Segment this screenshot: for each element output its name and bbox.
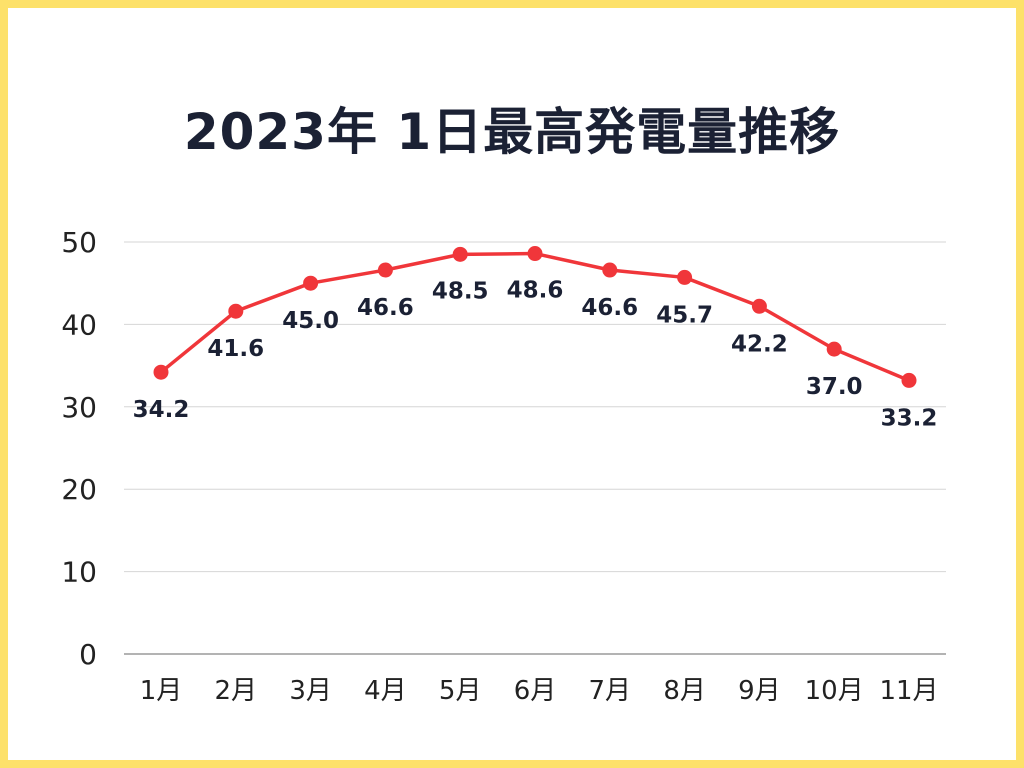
data-point [377,262,393,278]
x-tick-label: 3月 [289,676,332,706]
data-point [527,246,543,262]
x-tick-label: 6月 [514,676,557,706]
y-tick-label: 50 [61,226,97,259]
data-label: 33.2 [881,405,938,431]
data-point [677,269,693,285]
x-tick-label: 7月 [589,676,632,706]
y-tick-label: 30 [61,391,97,424]
data-label: 45.7 [656,302,713,328]
data-label: 34.2 [133,397,190,423]
data-label: 41.6 [207,336,264,362]
data-label: 45.0 [282,308,339,334]
x-tick-label: 5月 [439,676,482,706]
chart-title: 2023年 1日最高発電量推移 [183,103,841,161]
data-point [901,372,917,388]
data-label: 46.6 [581,295,638,321]
data-point [228,303,244,319]
data-point [751,298,767,314]
series-line [159,251,910,383]
data-point [826,341,842,357]
y-tick-label: 40 [61,308,97,341]
data-label: 46.6 [357,295,414,321]
y-tick-label: 10 [61,556,97,589]
x-tick-label: 1月 [140,676,183,706]
y-tick-label: 0 [79,638,97,671]
data-label: 48.5 [432,278,489,304]
y-tick-label: 20 [61,473,97,506]
x-tick-label: 4月 [364,676,407,706]
x-tick-label: 9月 [738,676,781,706]
data-label: 42.2 [731,331,788,357]
x-tick-label: 8月 [663,676,706,706]
data-label: 48.6 [507,278,564,304]
x-tick-label: 2月 [215,676,258,706]
x-tick-label: 10月 [805,676,864,706]
data-point [303,275,319,291]
data-point [452,246,468,262]
data-point [153,364,169,380]
data-point [602,262,618,278]
x-tick-label: 11月 [879,676,938,706]
data-label: 37.0 [806,374,863,400]
